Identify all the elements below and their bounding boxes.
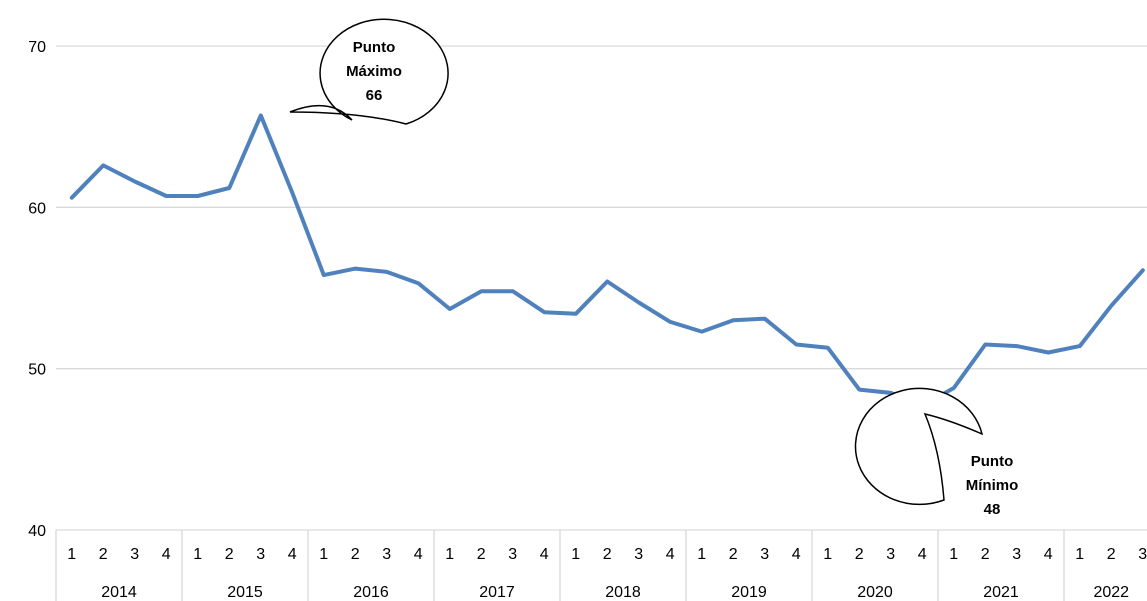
x-tick-label-quarter: 3 <box>256 546 265 563</box>
data-point <box>227 186 231 190</box>
x-tick-label-quarter: 4 <box>414 546 423 563</box>
x-tick-label-quarter: 3 <box>886 546 895 563</box>
data-point <box>1015 344 1019 348</box>
data-point <box>605 280 609 284</box>
x-tick-label-quarter: 3 <box>634 546 643 563</box>
data-point <box>164 194 168 198</box>
x-tick-label-quarter: 1 <box>445 546 454 563</box>
x-tick-label-year: 2019 <box>731 584 767 601</box>
y-tick-label: 70 <box>28 39 46 56</box>
x-tick-label-year: 2016 <box>353 584 389 601</box>
data-point <box>259 113 263 117</box>
series-line-group <box>69 113 1145 408</box>
data-point <box>1046 351 1050 355</box>
y-tick-label: 40 <box>28 523 46 540</box>
callout-max-bubble <box>289 18 449 125</box>
data-point <box>196 194 200 198</box>
x-tick-label-quarter: 4 <box>288 546 297 563</box>
y-tick-label: 50 <box>28 362 46 379</box>
x-tick-label-quarter: 3 <box>1138 546 1147 563</box>
data-point <box>322 273 326 277</box>
data-point <box>101 163 105 167</box>
x-tick-label-year: 2021 <box>983 584 1019 601</box>
x-tick-label-quarter: 2 <box>729 546 738 563</box>
x-tick-label-quarter: 2 <box>855 546 864 563</box>
x-tick-label-quarter: 1 <box>319 546 328 563</box>
x-tick-label-year: 2017 <box>479 584 515 601</box>
x-tick-label-quarter: 2 <box>603 546 612 563</box>
data-point <box>574 312 578 316</box>
y-axis-tick-labels: 40 50 60 70 <box>28 39 46 540</box>
x-tick-label-quarter: 4 <box>1044 546 1053 563</box>
data-point <box>511 289 515 293</box>
data-point <box>952 386 956 390</box>
data-point <box>448 307 452 311</box>
x-tick-label-quarter: 2 <box>351 546 360 563</box>
series-line <box>69 113 1145 408</box>
x-tick-label-quarter: 1 <box>823 546 832 563</box>
data-point <box>385 270 389 274</box>
data-point <box>700 330 704 334</box>
callout-max-line-3: 66 <box>366 87 383 104</box>
x-tick-label-quarter: 3 <box>130 546 139 563</box>
x-tick-label-quarter: 1 <box>697 546 706 563</box>
data-point <box>983 342 987 346</box>
x-tick-label-quarter: 1 <box>193 546 202 563</box>
data-point <box>479 289 483 293</box>
x-tick-label-year: 2018 <box>605 584 641 601</box>
data-point <box>416 281 420 285</box>
y-tick-label: 60 <box>28 200 46 217</box>
data-point <box>668 320 672 324</box>
data-point <box>70 196 74 200</box>
data-point <box>637 301 641 305</box>
x-tick-label-quarter: 2 <box>225 546 234 563</box>
gridlines <box>56 45 1147 370</box>
data-point <box>1109 304 1113 308</box>
x-tick-label-quarter: 3 <box>508 546 517 563</box>
data-point <box>763 317 767 321</box>
callout-max-line-1: Punto <box>353 39 396 56</box>
x-tick-label-quarter: 2 <box>477 546 486 563</box>
x-tick-label-quarter: 1 <box>571 546 580 563</box>
data-point <box>826 346 830 350</box>
data-point <box>542 310 546 314</box>
callout-min-line-1: Punto <box>971 453 1014 470</box>
x-tick-label-year: 2020 <box>857 584 893 601</box>
callout-min-bubble <box>854 387 984 506</box>
data-point <box>794 342 798 346</box>
callout-min-line-2: Mínimo <box>966 477 1019 494</box>
data-point <box>1078 344 1082 348</box>
x-tick-label-quarter: 1 <box>1075 546 1084 563</box>
x-tick-label-quarter: 1 <box>67 546 76 563</box>
data-point <box>731 318 735 322</box>
x-tick-label-quarter: 4 <box>918 546 927 563</box>
data-point <box>1141 268 1145 272</box>
data-point <box>133 180 137 184</box>
data-point <box>290 191 294 195</box>
callout-min-line-3: 48 <box>984 501 1001 518</box>
x-tick-label-quarter: 4 <box>540 546 549 563</box>
x-tick-label-quarter: 2 <box>1107 546 1116 563</box>
x-axis: 1 2 3 4 1 2 3 4 1 2 3 4 1 2 3 4 1 2 3 4 1 2 3 4 1 2 3 4 1 2 3 4 1 2 3 2014 2… <box>55 529 1147 601</box>
data-point <box>353 267 357 271</box>
callout-min-point: Punto Mínimo 48 <box>854 387 1019 518</box>
x-tick-label-quarter: 3 <box>1012 546 1021 563</box>
x-tick-label-quarter: 2 <box>99 546 108 563</box>
x-tick-label-quarter: 4 <box>666 546 675 563</box>
x-tick-label-quarter: 3 <box>382 546 391 563</box>
x-tick-label-quarter: 1 <box>949 546 958 563</box>
x-tick-label-quarter: 3 <box>760 546 769 563</box>
x-tick-label-year: 2014 <box>101 584 137 601</box>
data-point <box>857 388 861 392</box>
callout-max-point: Punto Máximo 66 <box>289 18 449 125</box>
x-tick-label-year: 2015 <box>227 584 263 601</box>
x-tick-label-year: 2022 <box>1093 584 1129 601</box>
x-tick-label-quarter: 4 <box>792 546 801 563</box>
callout-max-line-2: Máximo <box>346 63 402 80</box>
x-tick-label-quarter: 2 <box>981 546 990 563</box>
x-tick-label-quarter: 4 <box>162 546 171 563</box>
